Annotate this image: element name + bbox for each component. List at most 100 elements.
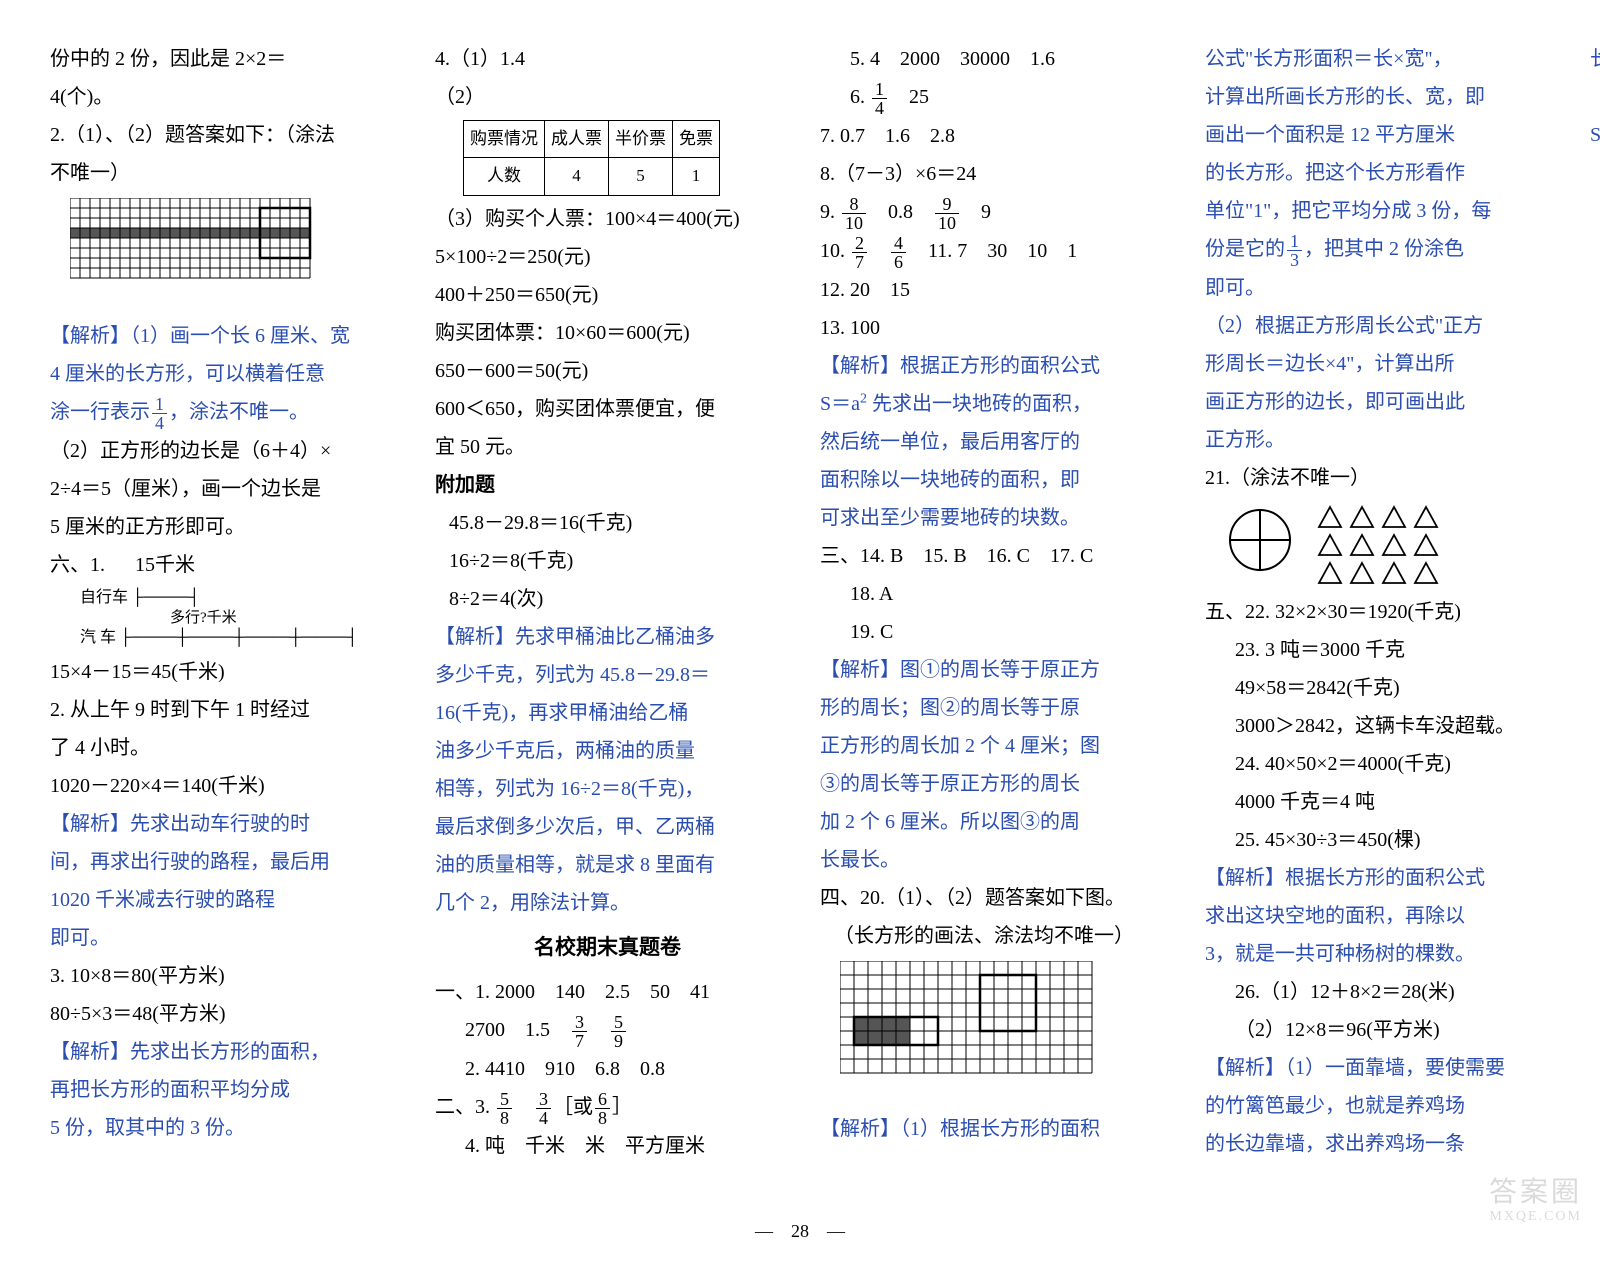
text: 购买团体票：10×60＝600(元) (435, 314, 780, 352)
text: 8÷2＝4(次) (435, 580, 780, 618)
grid-figure-1: grid1 (70, 198, 330, 298)
td: 人数 (464, 158, 545, 195)
text: 9. 810 0.8 910 9 (820, 193, 1165, 232)
analysis: 油多少千克后，两桶油的质量 (435, 732, 780, 770)
text: 19. C (820, 613, 1165, 651)
th: 成人票 (545, 121, 609, 158)
text: 80÷5×3＝48(平方米) (50, 995, 395, 1033)
text: 三、14. B 15. B 16. C 17. C (820, 537, 1165, 575)
text: 2÷4＝5（厘米），画一个边长是 (50, 470, 395, 508)
analysis: 1020 千米减去行驶的路程 (50, 881, 395, 919)
shapes-figure (1225, 505, 1550, 585)
text: 23. 3 吨＝3000 千克 (1205, 631, 1550, 669)
analysis: 计算出所画长方形的长、宽，即 (1205, 78, 1550, 116)
analysis: 画出一个面积是 12 平方厘米 (1205, 116, 1550, 154)
analysis: S＝a2 先求出一块地砖的面积， (820, 385, 1165, 423)
analysis: 单位"1"，把它平均分成 3 份，每 (1205, 192, 1550, 230)
th: 免票 (673, 121, 720, 158)
text: 3000＞2842，这辆卡车没超载。 (1205, 707, 1550, 745)
text: 四、20.（1）、（2）题答案如下图。 (820, 879, 1165, 917)
analysis: 3，就是一共可种杨树的棵数。 (1205, 935, 1550, 973)
text: 15×4－15＝45(千米) (50, 653, 395, 691)
text: 5. 4 2000 30000 1.6 (820, 40, 1165, 78)
text: 一、1. 2000 140 2.5 50 41 (435, 973, 780, 1011)
analysis: 5 份，取其中的 3 份。 (50, 1109, 395, 1147)
text: 12. 20 15 (820, 271, 1165, 309)
analysis: S＝ab 直接进行解答即可。 (1590, 116, 1600, 154)
text: 16÷2＝8(千克) (435, 542, 780, 580)
analysis: 涂一行表示14，涂法不唯一。 (50, 393, 395, 432)
text: 份中的 2 份，因此是 2×2＝ (50, 40, 395, 78)
text: 25. 45×30÷3＝450(棵) (1205, 821, 1550, 859)
analysis: 份是它的13，把其中 2 份涂色 (1205, 230, 1550, 269)
text: 了 4 小时。 (50, 729, 395, 767)
text: （3）购买个人票：100×4＝400(元) (435, 200, 780, 238)
analysis: 【解析】根据正方形的面积公式 (820, 347, 1165, 385)
analysis: （2）根据正方形周长公式"正方 (1205, 307, 1550, 345)
td: 1 (673, 158, 720, 195)
analysis: 可求出至少需要地砖的块数。 (820, 499, 1165, 537)
text: 21.（涂法不唯一） (1205, 459, 1550, 497)
ticket-table: 购票情况 成人票 半价票 免票 人数 4 5 1 (463, 120, 720, 196)
exam-title: 名校期末真题卷 (435, 928, 780, 968)
analysis: 正方形。 (1205, 421, 1550, 459)
text: 二、3. 58 34［或68］ (435, 1088, 780, 1127)
text: 13. 100 (820, 309, 1165, 347)
analysis: 即可。 (1205, 269, 1550, 307)
line-diagram: 自行车 ├────┤ 多行?千米 汽 车 ├────┼────┼────┼───… (80, 588, 395, 649)
text: 5 厘米的正方形即可。 (50, 508, 395, 546)
td: 4 (545, 158, 609, 195)
td: 5 (609, 158, 673, 195)
analysis: 最后求倒多少次后，甲、乙两桶 (435, 808, 780, 846)
analysis: 【解析】根据长方形的面积公式 (1205, 859, 1550, 897)
text: 24. 40×50×2＝4000(千克) (1205, 745, 1550, 783)
diagram-label: 15千米 (135, 554, 195, 576)
analysis: 【解析】先求甲桶油比乙桶油多 (435, 618, 780, 656)
analysis: ③的周长等于原正方形的周长 (820, 765, 1165, 803)
text: 400＋250＝650(元) (435, 276, 780, 314)
analysis: 画正方形的边长，即可画出此 (1205, 383, 1550, 421)
text: 2. 4410 910 6.8 0.8 (435, 1050, 780, 1088)
th: 半价票 (609, 121, 673, 158)
analysis: 再把长方形的面积平均分成 (50, 1071, 395, 1109)
text: 2. 从上午 9 时到下午 1 时经过 (50, 691, 395, 729)
text: 4.（1）1.4 (435, 40, 780, 78)
analysis: 【解析】先求出动车行驶的时 (50, 805, 395, 843)
analysis: 【解析】先求出长方形的面积， (50, 1033, 395, 1071)
triangle-grid (1317, 505, 1441, 585)
text: 10. 27 46 11. 7 30 10 1 (820, 232, 1165, 271)
analysis: 16(千克)，再求甲桶油给乙桶 (435, 694, 780, 732)
analysis: 【解析】（1）画一个长 6 厘米、宽 (50, 317, 395, 355)
text: ，涂法不唯一。 (169, 401, 309, 423)
analysis: 长最长。 (820, 841, 1165, 879)
analysis: 相等，列式为 16÷2＝8(千克)， (435, 770, 780, 808)
analysis: 几个 2，用除法计算。 (435, 884, 780, 922)
circle-quartered-icon (1225, 505, 1295, 575)
extra-heading: 附加题 (435, 466, 780, 504)
text: 650－600＝50(元) (435, 352, 780, 390)
analysis: 【解析】（1）一面靠墙，要使需要 (1205, 1049, 1550, 1087)
text: 4. 吨 千米 米 平方厘米 (435, 1127, 780, 1165)
th: 购票情况 (464, 121, 545, 158)
text: （2） (435, 78, 780, 116)
analysis: 油的质量相等，就是求 8 里面有 (435, 846, 780, 884)
analysis: 【解析】图①的周长等于原正方 (820, 651, 1165, 689)
text: 49×58＝2842(千克) (1205, 669, 1550, 707)
page-number: — 28 — (0, 1214, 1600, 1248)
analysis: 形周长＝边长×4"，计算出所 (1205, 345, 1550, 383)
text: 26.（1）12＋8×2＝28(米) (1205, 973, 1550, 1011)
text: 4(个)。 (50, 78, 395, 116)
analysis: 长和两条宽的长度和即可。 (1590, 40, 1600, 78)
text: 45.8－29.8＝16(千克) (435, 504, 780, 542)
text: 六、1. (50, 554, 105, 576)
text: 涂一行表示 (50, 401, 150, 423)
text: 宜 50 元。 (435, 428, 780, 466)
analysis: 面积除以一块地砖的面积，即 (820, 461, 1165, 499)
text: 1020－220×4＝140(千米) (50, 767, 395, 805)
analysis: 公式"长方形面积＝长×宽"， (1205, 40, 1550, 78)
analysis: 【解析】（1）根据长方形的面积 (820, 1110, 1165, 1148)
text: 2.（1）、（2）题答案如下：（涂法 (50, 116, 395, 154)
text: 7. 0.7 1.6 2.8 (820, 117, 1165, 155)
analysis: 正方形的周长加 2 个 4 厘米；图 (820, 727, 1165, 765)
text: 600＜650，购买团体票便宜，便 (435, 390, 780, 428)
